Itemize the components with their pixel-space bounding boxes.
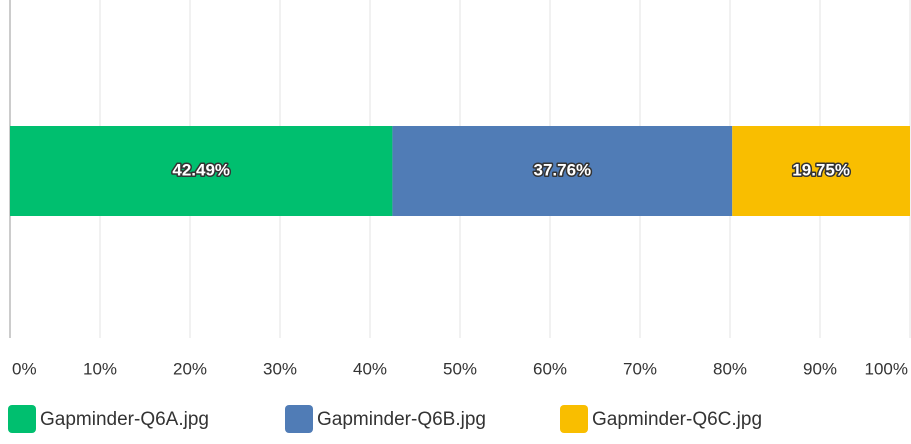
legend-label: Gapminder-Q6B.jpg [317, 409, 486, 430]
x-tick-label: 100% [865, 359, 908, 378]
x-tick-label: 30% [263, 359, 297, 378]
x-tick-label: 40% [353, 359, 387, 378]
legend-label: Gapminder-Q6C.jpg [592, 409, 762, 430]
x-tick-label: 60% [533, 359, 567, 378]
legend-swatch [285, 405, 313, 433]
bar-segment [392, 126, 733, 216]
legend-label: Gapminder-Q6A.jpg [40, 409, 209, 430]
legend-swatch [560, 405, 588, 433]
x-tick-label: 90% [803, 359, 837, 378]
x-tick-label: 20% [173, 359, 207, 378]
x-tick-label: 10% [83, 359, 117, 378]
x-tick-label: 50% [443, 359, 477, 378]
bar-segment [732, 126, 910, 216]
data-label: 19.75% [792, 160, 850, 179]
bar-segment [10, 126, 393, 216]
legend-swatch [8, 405, 36, 433]
x-tick-label: 0% [12, 359, 37, 378]
x-tick-label: 80% [713, 359, 747, 378]
x-tick-label: 70% [623, 359, 657, 378]
data-label: 37.76% [533, 160, 591, 179]
data-label: 42.49% [172, 160, 230, 179]
